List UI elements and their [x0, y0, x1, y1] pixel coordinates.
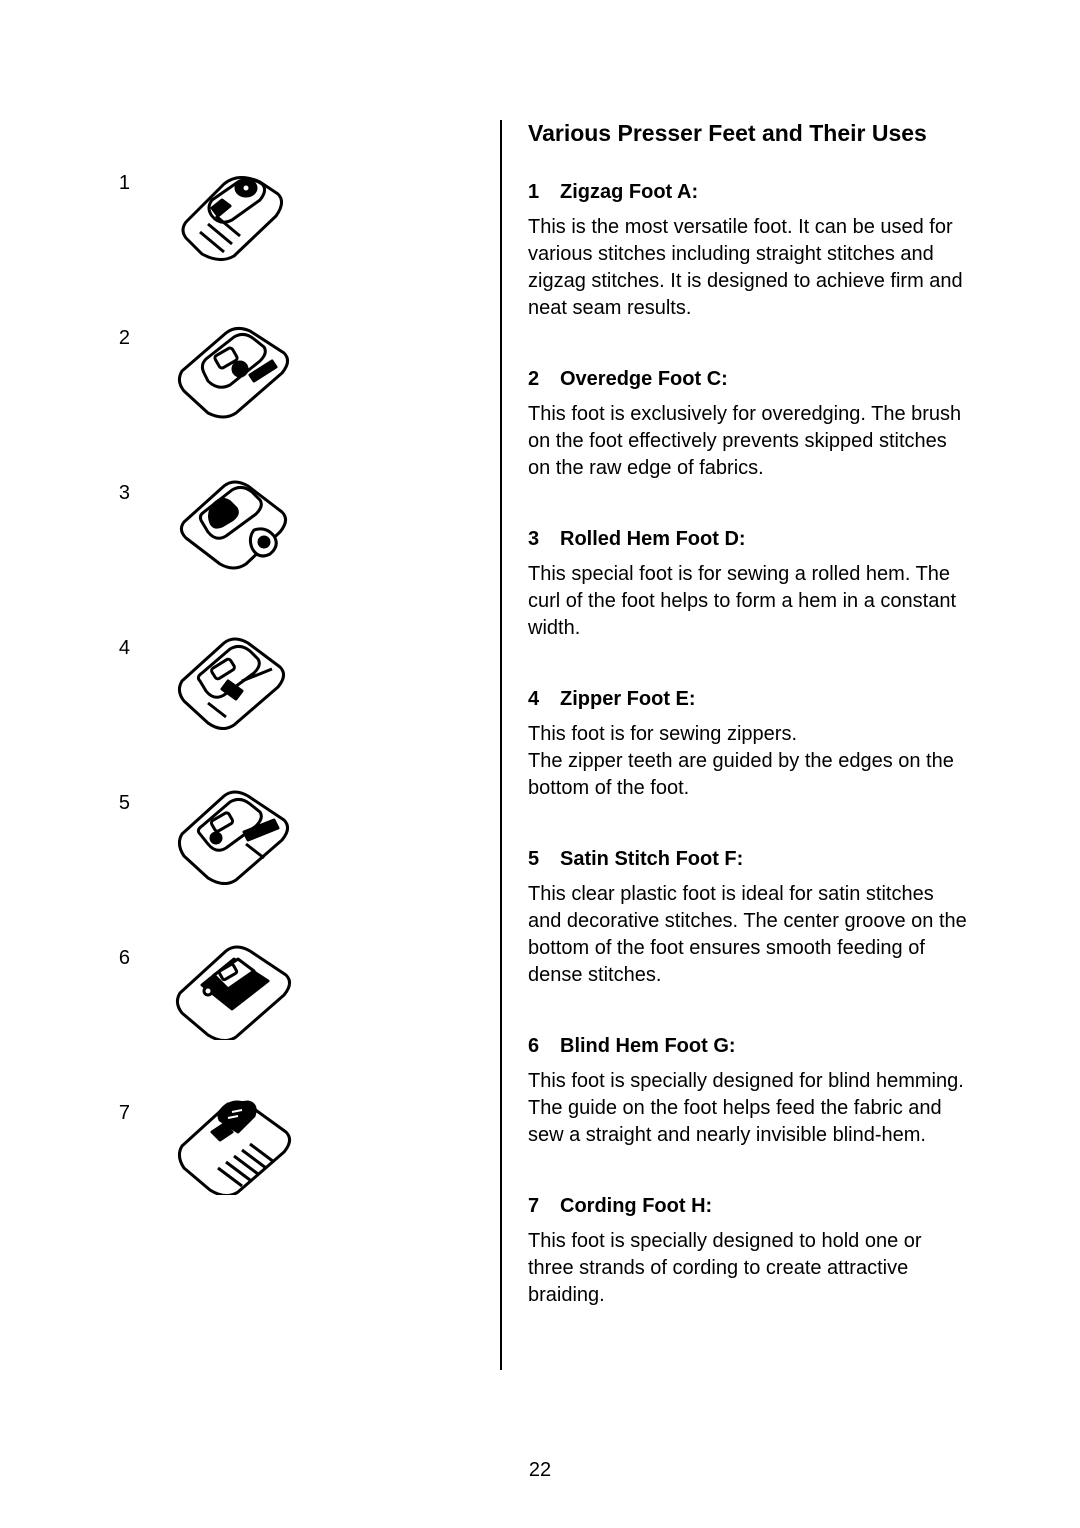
section-title: Satin Stitch Foot F: — [560, 848, 743, 871]
presser-foot-icon — [168, 160, 298, 265]
section-number: 4 — [528, 688, 542, 711]
presser-foot-icon — [168, 470, 298, 575]
figure-row: 3 — [110, 470, 490, 575]
figure-row: 7 — [110, 1090, 490, 1195]
section-satin-stitch-foot: 5 Satin Stitch Foot F: This clear plasti… — [528, 848, 970, 989]
section-heading: 3 Rolled Hem Foot D: — [528, 528, 970, 551]
figure-number: 3 — [110, 470, 130, 505]
section-cording-foot: 7 Cording Foot H: This foot is specially… — [528, 1195, 970, 1309]
section-title: Zigzag Foot A: — [560, 181, 698, 204]
section-title: Zipper Foot E: — [560, 688, 696, 711]
figure-number: 7 — [110, 1090, 130, 1125]
section-number: 3 — [528, 528, 542, 551]
section-overedge-foot: 2 Overedge Foot C: This foot is exclusiv… — [528, 368, 970, 482]
figure-row: 6 — [110, 935, 490, 1040]
section-heading: 5 Satin Stitch Foot F: — [528, 848, 970, 871]
section-heading: 2 Overedge Foot C: — [528, 368, 970, 391]
figures-column: 1 2 — [110, 120, 490, 1468]
text-column: Various Presser Feet and Their Uses 1 Zi… — [528, 120, 970, 1468]
section-heading: 4 Zipper Foot E: — [528, 688, 970, 711]
section-body: This special foot is for sewing a rolled… — [528, 561, 970, 642]
presser-foot-icon — [168, 315, 298, 420]
column-divider — [500, 120, 502, 1370]
content-container: 1 2 — [110, 120, 970, 1468]
figure-row: 4 — [110, 625, 490, 730]
section-rolled-hem-foot: 3 Rolled Hem Foot D: This special foot i… — [528, 528, 970, 642]
section-body: This is the most versatile foot. It can … — [528, 214, 970, 322]
figure-number: 6 — [110, 935, 130, 970]
figure-row: 5 — [110, 780, 490, 885]
figure-number: 5 — [110, 780, 130, 815]
section-number: 6 — [528, 1035, 542, 1058]
section-body: This foot is specially designed for blin… — [528, 1068, 970, 1149]
section-heading: 1 Zigzag Foot A: — [528, 181, 970, 204]
section-body: This foot is for sewing zippers. The zip… — [528, 721, 970, 802]
section-number: 2 — [528, 368, 542, 391]
section-body: This clear plastic foot is ideal for sat… — [528, 881, 970, 989]
section-title: Overedge Foot C: — [560, 368, 728, 391]
section-number: 7 — [528, 1195, 542, 1218]
presser-foot-icon — [168, 1090, 298, 1195]
section-zigzag-foot: 1 Zigzag Foot A: This is the most versat… — [528, 181, 970, 322]
section-body: This foot is specially designed to hold … — [528, 1228, 970, 1309]
page-number: 22 — [529, 1459, 551, 1482]
section-number: 1 — [528, 181, 542, 204]
section-title: Blind Hem Foot G: — [560, 1035, 736, 1058]
section-title: Rolled Hem Foot D: — [560, 528, 746, 551]
section-title: Cording Foot H: — [560, 1195, 712, 1218]
section-number: 5 — [528, 848, 542, 871]
section-heading: 6 Blind Hem Foot G: — [528, 1035, 970, 1058]
figure-row: 2 — [110, 315, 490, 420]
presser-foot-icon — [168, 935, 298, 1040]
figure-number: 4 — [110, 625, 130, 660]
presser-foot-icon — [168, 780, 298, 885]
section-heading: 7 Cording Foot H: — [528, 1195, 970, 1218]
section-body: This foot is exclusively for overedging.… — [528, 401, 970, 482]
section-blind-hem-foot: 6 Blind Hem Foot G: This foot is special… — [528, 1035, 970, 1149]
presser-foot-icon — [168, 625, 298, 730]
page-title: Various Presser Feet and Their Uses — [528, 120, 970, 147]
section-zipper-foot: 4 Zipper Foot E: This foot is for sewing… — [528, 688, 970, 802]
manual-page: 1 2 — [0, 0, 1080, 1528]
figure-row: 1 — [110, 160, 490, 265]
figure-number: 2 — [110, 315, 130, 350]
figure-number: 1 — [110, 160, 130, 195]
